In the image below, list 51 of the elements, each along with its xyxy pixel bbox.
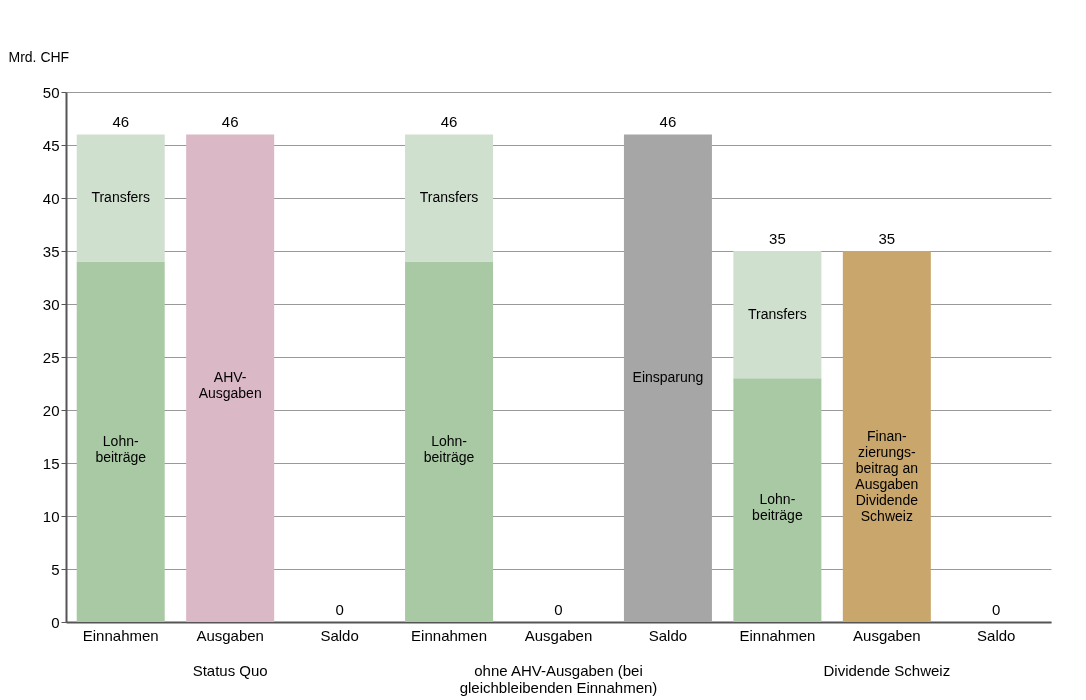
text: Status Quo bbox=[192, 662, 268, 679]
total-label: 46 bbox=[440, 113, 458, 131]
text: 0 bbox=[554, 601, 563, 618]
y-tick-label: 10 bbox=[42, 507, 60, 525]
total-label: 46 bbox=[221, 113, 239, 131]
text: ohne AHV-Ausgaben (bei gleichbleibenden Einnahmen) bbox=[459, 662, 658, 696]
y-tick-label: 20 bbox=[42, 401, 60, 419]
x-tick-label: Einnahmen bbox=[739, 626, 816, 644]
x-tick-label: Saldo bbox=[977, 626, 1016, 644]
bar bbox=[76, 261, 165, 622]
x-tick-label: Ausgaben bbox=[853, 626, 921, 644]
series-label: Transfers bbox=[91, 189, 151, 205]
y-tick-label: 30 bbox=[42, 295, 60, 313]
x-tick-label: Saldo bbox=[320, 626, 359, 644]
series-label: Lohn- beiträge bbox=[752, 491, 803, 524]
bar bbox=[405, 134, 494, 262]
x-tick-label: Ausgaben bbox=[524, 626, 593, 644]
text: Lohn- beiträge bbox=[423, 432, 475, 465]
bar bbox=[842, 251, 931, 622]
total-label: 35 bbox=[769, 230, 786, 247]
bar bbox=[405, 261, 494, 622]
x-tick-label: Einnahmen bbox=[82, 626, 159, 644]
bar bbox=[733, 378, 822, 622]
text: Lohn- beiträge bbox=[95, 432, 147, 465]
text: 0 bbox=[335, 601, 344, 618]
bar bbox=[623, 134, 712, 622]
total-label: 35 bbox=[878, 230, 896, 247]
y-tick-label: 25 bbox=[42, 348, 60, 366]
y-tick-label: 45 bbox=[42, 136, 60, 154]
text: Transfers bbox=[748, 305, 807, 322]
y-axis-title: Mrd. CHF bbox=[8, 48, 70, 65]
x-tick-label: Ausgaben bbox=[196, 626, 264, 644]
series-label: Einsparung bbox=[632, 369, 704, 386]
y-tick-label: 0 bbox=[51, 613, 60, 631]
total-label: 46 bbox=[659, 113, 677, 131]
y-tick-label: 50 bbox=[42, 83, 60, 101]
y-tick-label: 15 bbox=[42, 454, 60, 472]
total-label: 46 bbox=[112, 113, 130, 131]
bar bbox=[186, 134, 275, 622]
y-tick-label: 35 bbox=[42, 242, 60, 260]
bar bbox=[733, 251, 822, 379]
bar bbox=[76, 134, 165, 262]
series-label: AHV- Ausgaben bbox=[198, 369, 262, 402]
text: 0 bbox=[992, 601, 1001, 618]
text: Dividende Schweiz bbox=[823, 662, 951, 679]
series-label: Finan- zierungs- beitrag an Ausgaben Dividende Schweiz bbox=[855, 427, 919, 524]
x-tick-label: Saldo bbox=[648, 626, 688, 644]
x-tick-label: Einnahmen bbox=[411, 626, 487, 644]
y-tick-label: 5 bbox=[51, 560, 60, 578]
y-tick-label: 40 bbox=[42, 189, 60, 207]
text: Transfers bbox=[419, 189, 479, 205]
